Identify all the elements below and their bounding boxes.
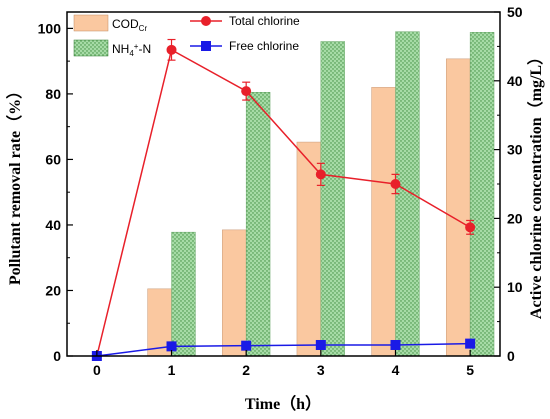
legend-marker-total — [201, 16, 211, 26]
point-free-2 — [241, 340, 252, 351]
line-total — [96, 48, 471, 357]
left-tick-label-20: 20 — [45, 282, 61, 298]
point-total-3 — [315, 169, 326, 180]
point-free-4 — [390, 339, 401, 350]
legend: CODCr NH4+-N Total chlorine Free chlorin… — [73, 14, 300, 58]
right-tick-label-20: 20 — [507, 210, 523, 226]
left-tick-label-0: 0 — [53, 348, 61, 364]
bar-nh4-3 — [320, 41, 345, 357]
x-tick-label-2: 2 — [242, 362, 250, 378]
bar-nh4-1 — [171, 231, 196, 357]
right-tick-label-50: 50 — [507, 4, 523, 20]
legend-swatch-nh4 — [73, 39, 109, 57]
point-free-3 — [315, 339, 326, 350]
right-tick-label-10: 10 — [507, 279, 523, 295]
point-free-1 — [166, 341, 177, 352]
left-tick-label-40: 40 — [45, 217, 61, 233]
bars-layer — [147, 31, 495, 357]
point-total-1 — [166, 44, 177, 55]
left-axis-title: Pollutant removal rate（%） — [6, 83, 24, 285]
point-total-2 — [241, 86, 252, 97]
legend-marker-free — [201, 41, 211, 51]
left-tick-label-80: 80 — [45, 86, 61, 102]
right-tick-label-0: 0 — [507, 348, 515, 364]
x-tick-label-1: 1 — [168, 362, 176, 378]
bar-nh4-5 — [469, 32, 495, 357]
point-total-5 — [465, 222, 476, 233]
x-tick-label-4: 4 — [392, 362, 400, 378]
right-axis-title: Active chlorine concentration（mg/L） — [527, 49, 545, 319]
point-free-5 — [465, 338, 476, 349]
plot-frame — [66, 11, 501, 357]
left-tick-label-60: 60 — [45, 151, 61, 167]
bar-cod-2 — [222, 229, 247, 357]
axes-layer: 0 20 40 60 80 100 0 10 20 30 40 50 0 1 2 3 4 5 — [38, 4, 523, 378]
x-tick-label-3: 3 — [317, 362, 325, 378]
legend-label-free: Free chlorine — [229, 39, 299, 53]
lines-layer — [91, 38, 476, 361]
x-tick-label-5: 5 — [466, 362, 474, 378]
bar-nh4-2 — [245, 92, 271, 357]
x-tick-label-0: 0 — [93, 362, 101, 378]
x-axis-title: Time（h） — [245, 395, 321, 413]
left-tick-label-100: 100 — [38, 20, 62, 36]
legend-label-cod: CODCr — [112, 17, 147, 33]
legend-swatch-cod — [73, 14, 109, 32]
point-total-4 — [390, 179, 401, 189]
right-tick-label-40: 40 — [507, 73, 523, 89]
bar-cod-5 — [445, 58, 471, 357]
bar-cod-4 — [371, 87, 396, 357]
legend-label-total: Total chlorine — [229, 14, 300, 28]
right-tick-label-30: 30 — [507, 142, 523, 158]
legend-label-nh4: NH4+-N — [112, 42, 151, 58]
line-free — [96, 342, 471, 357]
